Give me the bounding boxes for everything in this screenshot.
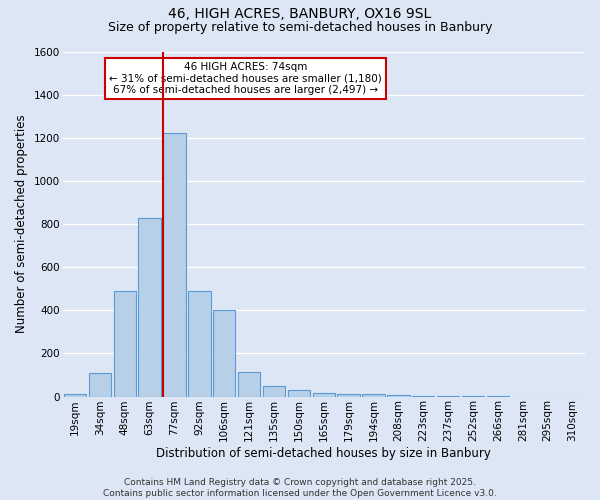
Bar [113,291,136,397]
Text: 46, HIGH ACRES, BANBURY, OX16 9SL: 46, HIGH ACRES, BANBURY, OX16 9SL [169,8,431,22]
Text: Contains HM Land Registry data © Crown copyright and database right 2025.
Contai: Contains HM Land Registry data © Crown c… [103,478,497,498]
Bar [89,373,111,396]
Text: 46 HIGH ACRES: 74sqm
← 31% of semi-detached houses are smaller (1,180)
67% of se: 46 HIGH ACRES: 74sqm ← 31% of semi-detac… [109,62,382,95]
Bar [313,392,335,396]
Bar [213,310,235,396]
Bar [139,218,161,396]
Bar [238,372,260,396]
X-axis label: Distribution of semi-detached houses by size in Banbury: Distribution of semi-detached houses by … [157,447,491,460]
Bar [337,394,360,396]
Bar [362,394,385,396]
Bar [188,291,211,397]
Bar [387,395,410,396]
Text: Size of property relative to semi-detached houses in Banbury: Size of property relative to semi-detach… [108,21,492,34]
Bar [163,134,186,396]
Bar [263,386,285,396]
Bar [64,394,86,396]
Bar [288,390,310,396]
Y-axis label: Number of semi-detached properties: Number of semi-detached properties [15,114,28,334]
